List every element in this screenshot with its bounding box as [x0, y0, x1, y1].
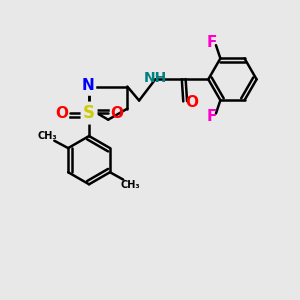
Text: O: O: [185, 95, 198, 110]
Text: NH: NH: [144, 71, 167, 85]
Text: N: N: [81, 79, 94, 94]
Text: CH₃: CH₃: [37, 131, 57, 141]
Text: F: F: [206, 35, 217, 50]
Text: CH₃: CH₃: [121, 180, 140, 190]
Text: F: F: [206, 109, 217, 124]
Text: O: O: [55, 106, 68, 121]
Text: O: O: [110, 106, 123, 121]
Text: S: S: [83, 104, 95, 122]
